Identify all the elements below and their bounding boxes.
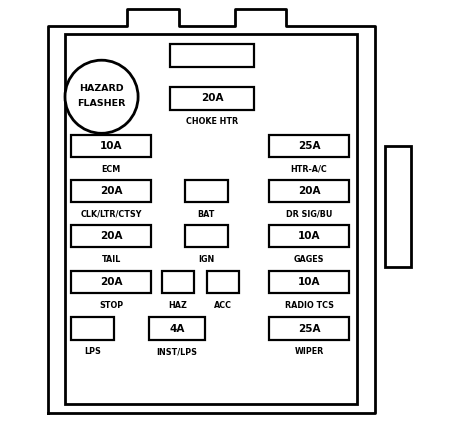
- Text: ECM: ECM: [101, 165, 121, 174]
- Text: CHOKE HTR: CHOKE HTR: [186, 117, 238, 126]
- Text: HAZ: HAZ: [168, 301, 187, 310]
- Bar: [385, 146, 411, 267]
- Text: RADIO TCS: RADIO TCS: [284, 301, 334, 310]
- Text: FLASHER: FLASHER: [77, 99, 126, 108]
- Text: 10A: 10A: [100, 141, 122, 151]
- Bar: [72, 271, 151, 293]
- Text: WIPER: WIPER: [294, 347, 324, 356]
- Bar: [162, 271, 194, 293]
- Text: LPS: LPS: [84, 347, 101, 356]
- Text: IGN: IGN: [198, 255, 214, 264]
- Text: BAT: BAT: [197, 210, 215, 219]
- Text: GAGES: GAGES: [294, 255, 324, 264]
- Text: 4A: 4A: [169, 323, 184, 334]
- Bar: [65, 34, 357, 404]
- Text: CLK/LTR/CTSY: CLK/LTR/CTSY: [81, 210, 142, 219]
- Text: 10A: 10A: [298, 277, 320, 287]
- Text: 20A: 20A: [100, 186, 122, 196]
- Bar: [72, 180, 151, 202]
- Bar: [269, 135, 349, 157]
- Bar: [72, 135, 151, 157]
- Text: INST/LPS: INST/LPS: [156, 347, 197, 356]
- Text: TAIL: TAIL: [101, 255, 121, 264]
- Bar: [170, 44, 254, 67]
- Text: 25A: 25A: [298, 323, 320, 334]
- Text: 20A: 20A: [298, 186, 320, 196]
- Text: HTR-A/C: HTR-A/C: [291, 165, 328, 174]
- Text: 20A: 20A: [100, 231, 122, 241]
- Bar: [269, 271, 349, 293]
- Bar: [269, 225, 349, 247]
- Text: 25A: 25A: [298, 141, 320, 151]
- Text: HAZARD: HAZARD: [79, 84, 124, 92]
- Text: 20A: 20A: [100, 277, 122, 287]
- Bar: [184, 180, 228, 202]
- Text: STOP: STOP: [99, 301, 123, 310]
- Text: 20A: 20A: [201, 93, 224, 104]
- Bar: [170, 87, 254, 110]
- Text: 10A: 10A: [298, 231, 320, 241]
- Bar: [72, 225, 151, 247]
- Bar: [207, 271, 239, 293]
- Text: ACC: ACC: [214, 301, 232, 310]
- Text: DR SIG/BU: DR SIG/BU: [286, 210, 332, 219]
- Circle shape: [65, 60, 138, 133]
- Bar: [269, 180, 349, 202]
- Bar: [269, 317, 349, 340]
- Polygon shape: [48, 9, 374, 413]
- Bar: [149, 317, 205, 340]
- Bar: [184, 225, 228, 247]
- Bar: [72, 317, 114, 340]
